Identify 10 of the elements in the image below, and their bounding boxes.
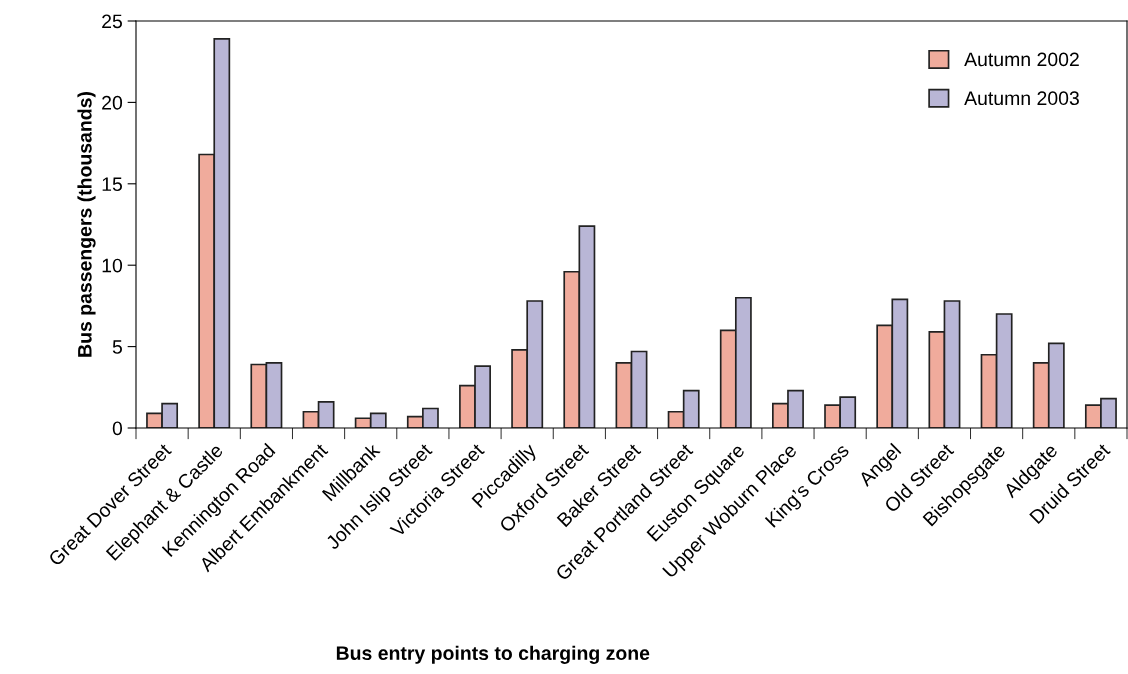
legend-label: Autumn 2002 <box>964 52 1079 67</box>
y-tick-label: 5 <box>112 340 122 354</box>
y-tick-label: 20 <box>102 95 123 110</box>
y-tick-label: 10 <box>102 258 123 273</box>
y-tick-label: 15 <box>102 177 122 192</box>
y-tick-label: 25 <box>102 14 122 29</box>
legend-label: Autumn 2003 <box>964 91 1079 106</box>
y-axis-title: Bus passengers (thousands) <box>77 92 96 357</box>
y-tick-label: 0 <box>112 421 123 436</box>
x-axis-title: Bus entry points to charging zone <box>336 645 650 664</box>
